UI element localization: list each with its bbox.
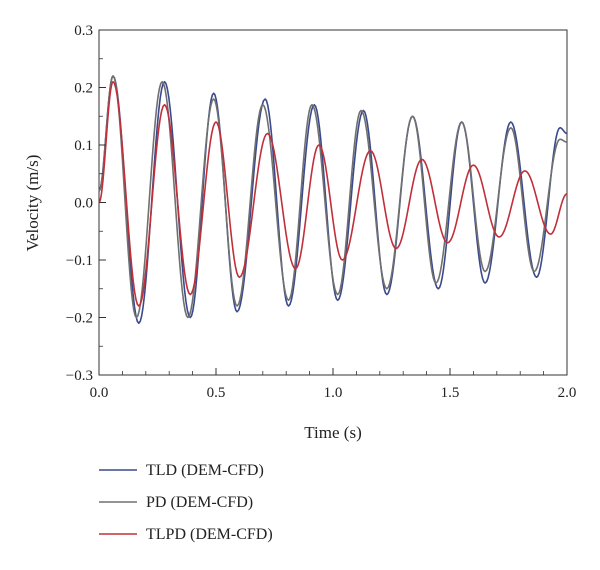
legend: TLD (DEM-CFD) PD (DEM-CFD) TLPD (DEM-CFD): [99, 462, 273, 543]
x-axis-label: Time (s): [304, 423, 361, 442]
series-line-2: [98, 75, 568, 319]
y-tick-label: 0.3: [74, 23, 93, 39]
x-tick-label: 0.5: [207, 385, 226, 401]
x-tick-label: 1.0: [324, 385, 343, 401]
legend-label: TLPD (DEM-CFD): [146, 526, 273, 543]
series-line-1: [98, 75, 568, 325]
series-lines: [98, 75, 568, 325]
y-tick-label: −0.2: [66, 311, 93, 327]
x-tick-label: 1.5: [441, 385, 460, 401]
y-tick-label: 0.0: [74, 196, 93, 212]
y-axis-label: Velocity (m/s): [23, 155, 42, 252]
x-tick-label: 2.0: [558, 385, 577, 401]
y-tick-label: −0.1: [66, 253, 93, 269]
x-tick-label: 0.0: [90, 385, 109, 401]
plot-area: [98, 29, 568, 376]
legend-label: TLD (DEM-CFD): [146, 462, 264, 479]
y-tick-label: 0.2: [74, 81, 93, 97]
plot-frame: [98, 29, 568, 376]
axis-ticks: 0.0 0.5 1.0 1.5 2.0 −0.3 −0.2 −0.1 0.0 0.1 0.2 0.3: [66, 23, 577, 401]
y-tick-label: 0.1: [74, 138, 93, 154]
y-tick-label: −0.3: [66, 368, 93, 384]
legend-label: PD (DEM-CFD): [146, 494, 253, 511]
series-line-3: [98, 80, 568, 307]
